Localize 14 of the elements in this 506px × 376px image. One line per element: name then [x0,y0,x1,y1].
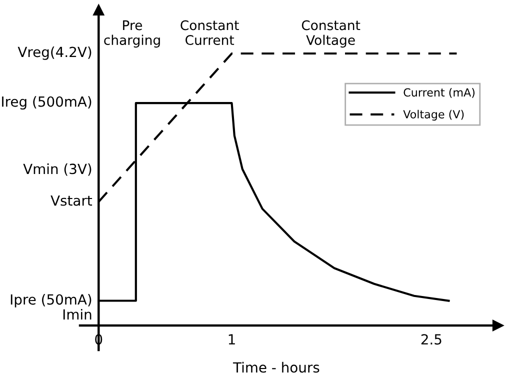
annotation: Vreg(4.2V) [18,46,92,60]
legend-label: Voltage (V) [403,110,464,121]
annotation: Imin [63,308,92,320]
x-tick-label: 2.5 [421,334,442,345]
text: Constant Voltage [302,20,360,48]
annotation: Ireg (500mA) [2,96,92,110]
text: Pre charging [104,20,160,48]
legend-label: Current (mA) [404,88,475,98]
x-tick-label: 1 [228,334,235,344]
annotation: Vstart [50,195,92,206]
x-axis-title: Time - hours [232,362,320,373]
annotation: Ipre (50mA) [10,294,92,308]
annotation: Vmin (3V) [23,163,92,176]
text: Constant Current [180,20,239,46]
